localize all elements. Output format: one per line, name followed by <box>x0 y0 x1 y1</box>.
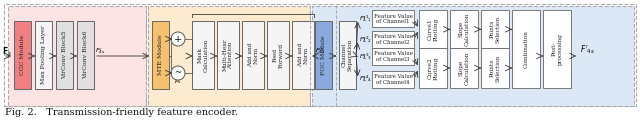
Bar <box>56 21 73 89</box>
Bar <box>4 4 636 106</box>
Text: $F^{a3}_{4,3}$: $F^{a3}_{4,3}$ <box>359 52 371 62</box>
Text: Feature Value
of Channel4: Feature Value of Channel4 <box>374 74 413 85</box>
Text: $F^{a1}_{4,1}$: $F^{a1}_{4,1}$ <box>359 14 371 24</box>
Text: MTE Module: MTE Module <box>158 35 163 75</box>
Bar <box>372 10 414 27</box>
Bar <box>192 21 214 89</box>
Bar <box>372 48 414 65</box>
Text: Post-
processing: Post- processing <box>552 33 563 65</box>
Text: $F^{a4}_{4,4}$: $F^{a4}_{4,4}$ <box>359 74 371 84</box>
Bar <box>35 21 52 89</box>
Text: Mask
Calculation: Mask Calculation <box>198 38 209 72</box>
Bar <box>419 48 447 88</box>
Text: Points
Selection: Points Selection <box>490 16 500 43</box>
Circle shape <box>171 66 185 80</box>
Text: Curve1
Plotting: Curve1 Plotting <box>428 18 438 41</box>
Text: Multi-Hear
Attention: Multi-Hear Attention <box>223 39 234 71</box>
Bar <box>267 21 289 89</box>
Bar <box>242 21 264 89</box>
Text: FGC Module: FGC Module <box>321 35 326 75</box>
Text: VirConv Block5: VirConv Block5 <box>62 31 67 79</box>
Text: Fig. 2.   Transmission-friendly feature encoder.: Fig. 2. Transmission-friendly feature en… <box>5 108 238 117</box>
Bar <box>77 21 94 89</box>
Bar <box>372 31 414 48</box>
Text: $P_s$: $P_s$ <box>174 77 182 86</box>
Text: ~: ~ <box>175 69 182 77</box>
Text: $\mathbf{F}_s$: $\mathbf{F}_s$ <box>2 46 12 58</box>
Bar <box>450 10 478 48</box>
Bar <box>292 21 314 89</box>
Text: Combination: Combination <box>524 30 529 68</box>
Bar <box>339 21 356 89</box>
Bar <box>217 21 239 89</box>
Bar <box>450 48 478 88</box>
Bar <box>148 6 310 106</box>
Text: Feature Value
of Channel3: Feature Value of Channel3 <box>374 51 413 62</box>
Bar <box>543 10 571 88</box>
Text: Slope
Calculation: Slope Calculation <box>459 51 469 85</box>
Bar <box>315 21 332 89</box>
Text: Feed
Forward: Feed Forward <box>273 42 284 67</box>
Text: Points
Selection: Points Selection <box>490 54 500 82</box>
Bar <box>152 21 169 89</box>
Bar <box>512 10 540 88</box>
Text: +: + <box>174 35 182 44</box>
Bar <box>481 10 509 48</box>
Bar <box>481 48 509 88</box>
Text: Curve2
Plotting: Curve2 Plotting <box>428 56 438 80</box>
Bar <box>312 6 634 106</box>
Bar <box>419 10 447 48</box>
Text: $F^{a2}_{4,2}$: $F^{a2}_{4,2}$ <box>359 35 371 45</box>
Bar <box>8 6 146 106</box>
Bar <box>14 21 31 89</box>
Text: Add and
Norm: Add and Norm <box>248 43 259 67</box>
Text: CGC Module: CGC Module <box>20 35 25 75</box>
Text: Feature Value
of Channel1: Feature Value of Channel1 <box>374 14 413 24</box>
Text: $F'_{4s}$: $F'_{4s}$ <box>580 43 595 56</box>
Text: VirConv Block6: VirConv Block6 <box>83 31 88 79</box>
Text: Add and
Norm: Add and Norm <box>298 43 308 67</box>
Text: Max Pooling Layer: Max Pooling Layer <box>41 26 46 84</box>
Text: Slope
Calculation: Slope Calculation <box>459 13 469 46</box>
Text: Feature Value
of Channel2: Feature Value of Channel2 <box>374 34 413 45</box>
Circle shape <box>171 32 185 46</box>
Bar <box>372 71 414 88</box>
Text: Channel
Separation: Channel Separation <box>342 39 353 71</box>
Text: $F^c_{4s}$: $F^c_{4s}$ <box>95 46 106 56</box>
Text: $F^m_{4s}$: $F^m_{4s}$ <box>315 46 326 56</box>
